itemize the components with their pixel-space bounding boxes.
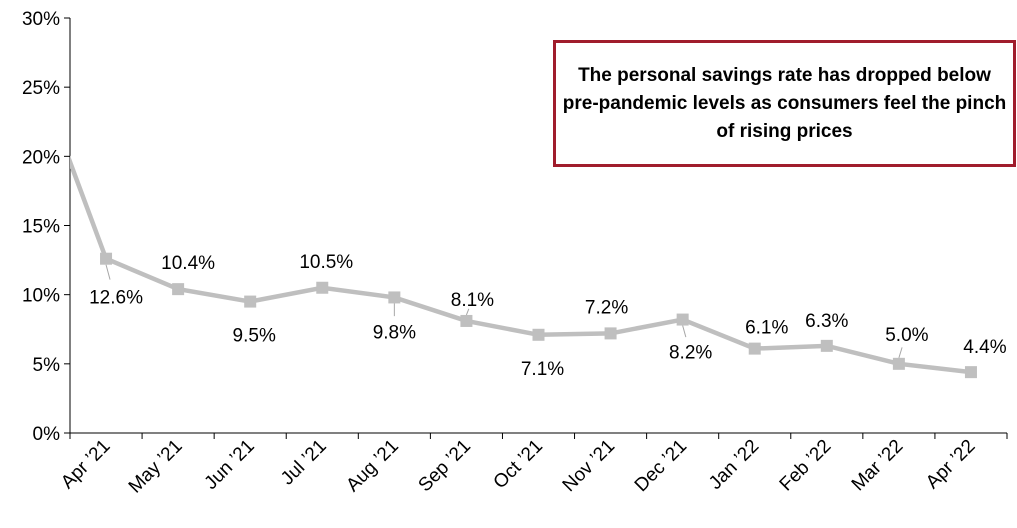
x-tick-label: Jun ’21 xyxy=(201,436,259,494)
y-tick-label: 15% xyxy=(22,217,60,238)
data-label: 9.8% xyxy=(373,322,416,343)
point-marker xyxy=(460,314,473,327)
point-marker xyxy=(388,291,401,304)
x-tick-label: Oct ’21 xyxy=(490,436,547,493)
x-tick-label: Dec ’21 xyxy=(631,436,691,496)
x-tick-label: Sep ’21 xyxy=(415,436,475,496)
y-tick-label: 10% xyxy=(22,286,60,307)
y-tick-label: 5% xyxy=(33,355,61,376)
point-marker xyxy=(964,366,977,379)
leader-line xyxy=(682,325,687,338)
data-label: 7.2% xyxy=(585,297,628,318)
y-tick-label: 20% xyxy=(22,147,60,168)
data-label: 9.5% xyxy=(233,326,276,347)
point-marker xyxy=(676,313,689,326)
x-tick-label: Aug ’21 xyxy=(342,436,402,496)
point-marker xyxy=(316,281,329,294)
annotation: The personal savings rate has dropped be… xyxy=(553,40,1016,167)
y-tick-label: 0% xyxy=(33,424,61,445)
x-tick-label: Feb ’22 xyxy=(776,436,836,496)
data-label: 10.5% xyxy=(299,252,353,273)
plot-area xyxy=(28,59,977,379)
data-label: 6.1% xyxy=(745,318,788,339)
data-label: 8.2% xyxy=(669,343,712,364)
data-label: 6.3% xyxy=(805,311,848,332)
data-label: 12.6% xyxy=(89,288,143,309)
data-label: 5.0% xyxy=(885,325,928,346)
x-tick-label: Apr ’22 xyxy=(922,436,979,493)
point-marker xyxy=(100,252,113,265)
series-line xyxy=(70,155,972,375)
point-marker xyxy=(820,339,833,352)
x-tick-label: Jul ’21 xyxy=(277,436,331,490)
point-marker xyxy=(604,327,617,340)
leader-line xyxy=(465,308,470,316)
x-tick-label: Apr ’21 xyxy=(57,436,114,493)
x-tick-label: Nov ’21 xyxy=(559,436,619,496)
y-tick-label: 30% xyxy=(22,9,60,30)
point-marker xyxy=(532,328,545,341)
data-label: 10.4% xyxy=(161,253,215,274)
x-tick-label: May ’21 xyxy=(125,436,187,498)
data-label: 8.1% xyxy=(451,290,494,311)
x-tick-label: Mar ’22 xyxy=(848,436,908,496)
leader-line xyxy=(105,264,111,280)
point-marker xyxy=(892,357,905,370)
data-label: 4.4% xyxy=(963,337,1006,358)
leader-line xyxy=(898,347,903,358)
y-tick-label: 25% xyxy=(22,78,60,99)
point-marker xyxy=(748,342,761,355)
x-tick-label: Jan ’22 xyxy=(705,436,763,494)
point-marker xyxy=(172,283,185,296)
data-label: 7.1% xyxy=(521,359,564,380)
point-marker xyxy=(28,59,40,71)
point-marker xyxy=(244,295,257,308)
